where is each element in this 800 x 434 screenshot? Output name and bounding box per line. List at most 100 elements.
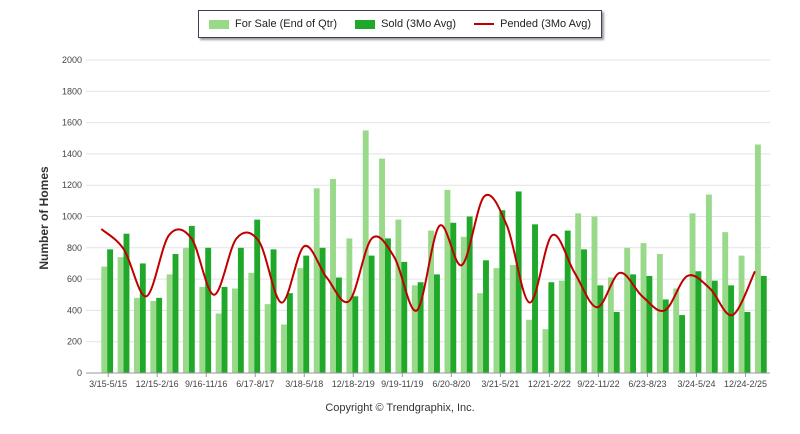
for-sale-bar <box>313 188 320 373</box>
y-axis-ticks: 0 200 400 600 800 1000 1200 1400 1600 1800 2000 <box>62 55 82 378</box>
y-tick-label: 1800 <box>62 86 82 96</box>
sold-bar <box>401 261 408 373</box>
for-sale-bar <box>575 213 582 373</box>
for-sale-bar <box>689 213 696 373</box>
for-sale-bar <box>656 254 663 373</box>
x-tick-label: 12/18-2/19 <box>332 379 375 389</box>
sold-bar <box>744 311 751 373</box>
x-axis-ticks: 3/15-5/15 12/15-2/16 9/16-11/16 6/17-8/17 3/… <box>89 373 767 389</box>
for-sale-bar <box>297 268 304 373</box>
for-sale-bar <box>705 194 712 373</box>
y-tick-label: 1400 <box>62 149 82 159</box>
for-sale-bar <box>183 247 189 373</box>
sold-bar <box>107 249 114 373</box>
for-sale-bar <box>460 236 467 373</box>
x-tick-label: 12/21-2/22 <box>528 379 571 389</box>
legend-item-for-sale: For Sale (End of Qtr) <box>208 18 338 30</box>
sold-bar <box>303 255 310 373</box>
for-sale-bar <box>607 277 614 373</box>
y-tick-label: 0 <box>77 368 82 378</box>
for-sale-bar <box>248 272 255 373</box>
x-tick-label: 6/23-8/23 <box>628 379 666 389</box>
sold-bar <box>532 224 538 373</box>
x-tick-label: 9/22-11/22 <box>577 379 619 389</box>
y-tick-label: 400 <box>67 305 82 315</box>
sold-bar <box>695 271 702 373</box>
for-sale-bar <box>215 313 222 373</box>
sold-bar <box>581 249 587 373</box>
for-sale-swatch <box>208 19 229 29</box>
pended-label: Pended (3Mo Avg) <box>500 18 592 30</box>
for-sale-bar <box>133 297 140 373</box>
sold-swatch <box>355 19 376 29</box>
sold-bar <box>483 260 489 373</box>
sold-bar <box>728 285 735 373</box>
sold-bar <box>760 275 767 373</box>
pended-swatch <box>474 23 495 25</box>
for-sale-bar <box>754 144 761 373</box>
sold-bar <box>548 282 555 373</box>
x-tick-label: 3/15-5/15 <box>89 379 127 389</box>
for-sale-bar <box>493 268 500 373</box>
x-tick-label: 9/16-11/16 <box>185 379 227 389</box>
for-sale-bar <box>346 238 353 373</box>
for-sale-bar <box>722 232 729 373</box>
sold-bar <box>352 296 359 373</box>
for-sale-label: For Sale (End of Qtr) <box>234 18 338 30</box>
sold-bar <box>270 249 277 373</box>
for-sale-bar <box>526 319 533 373</box>
sold-bar <box>662 299 669 373</box>
sold-bar <box>254 219 261 373</box>
sold-bar <box>172 254 179 373</box>
bars <box>101 130 767 373</box>
x-tick-label: 3/18-5/18 <box>285 379 323 389</box>
for-sale-bar <box>150 301 157 373</box>
sold-bar <box>499 210 506 373</box>
sold-bar <box>237 247 244 373</box>
for-sale-bar <box>330 178 336 373</box>
sold-bar <box>319 247 326 373</box>
x-tick-label: 9/19-11/19 <box>381 379 423 389</box>
for-sale-bar <box>624 247 631 373</box>
sold-bar <box>368 255 375 373</box>
pended-series-line <box>100 193 756 317</box>
for-sale-bar <box>101 266 108 373</box>
for-sale-bar <box>117 257 124 373</box>
for-sale-bar <box>379 158 385 373</box>
sold-bar <box>434 274 440 373</box>
y-tick-label: 200 <box>67 337 82 347</box>
sold-bar <box>286 293 293 373</box>
x-tick-label: 3/21-5/21 <box>481 379 519 389</box>
x-tick-label: 6/20-8/20 <box>432 379 470 389</box>
for-sale-bar <box>542 329 549 373</box>
sold-bar <box>597 285 604 373</box>
for-sale-bar <box>591 216 598 373</box>
x-tick-label: 12/24-2/25 <box>724 379 767 389</box>
for-sale-bar <box>166 274 173 373</box>
copyright-text: Copyright © Trendgraphix, Inc. <box>325 402 475 414</box>
sold-bar <box>646 275 653 373</box>
for-sale-bar <box>738 255 745 373</box>
sold-bar <box>205 247 212 373</box>
sold-bar <box>188 225 195 373</box>
sold-bar <box>221 286 228 373</box>
sold-bar <box>564 230 571 373</box>
y-tick-label: 1600 <box>62 118 82 128</box>
sold-bar <box>515 191 522 373</box>
sold-bar <box>630 274 636 373</box>
sold-bar <box>417 282 424 373</box>
sold-bar <box>335 277 342 373</box>
for-sale-bar <box>444 189 451 373</box>
for-sale-bar <box>509 265 516 373</box>
for-sale-bar <box>673 288 680 373</box>
x-tick-label: 6/17-8/17 <box>236 379 274 389</box>
y-tick-label: 1200 <box>62 180 82 190</box>
sold-bar <box>466 216 473 373</box>
y-tick-label: 800 <box>67 243 82 253</box>
sold-bar <box>384 238 391 373</box>
sold-bar <box>123 233 130 373</box>
for-sale-bar <box>281 324 287 373</box>
for-sale-bar <box>477 293 484 373</box>
legend-item-pended: Pended (3Mo Avg) <box>474 18 591 30</box>
